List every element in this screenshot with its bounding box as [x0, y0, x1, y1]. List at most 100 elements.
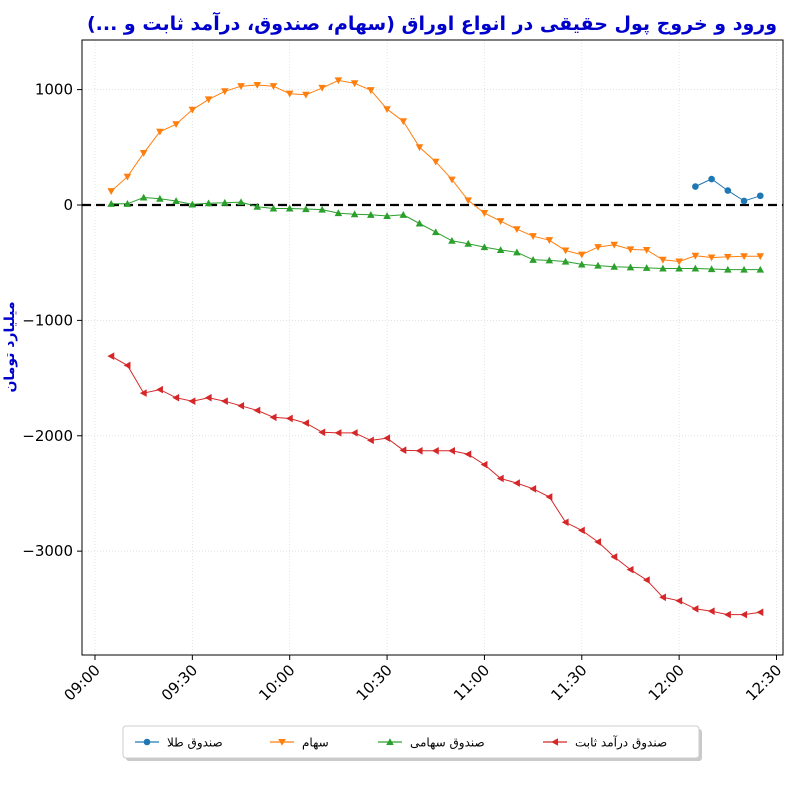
- series-line: [110, 355, 761, 616]
- data-point: [269, 83, 278, 90]
- data-point: [156, 194, 164, 202]
- data-point: [513, 248, 521, 256]
- legend-swatch-marker: [278, 738, 286, 746]
- data-point: [610, 262, 619, 270]
- series-3: [107, 352, 764, 619]
- x-tick-label: 12:30: [742, 661, 785, 704]
- data-point: [594, 538, 602, 546]
- series-1: [107, 77, 765, 266]
- data-point: [318, 84, 326, 92]
- legend-label: صندوق درآمد ثابت: [575, 735, 667, 751]
- y-axis: 1000 0 −1000 −2000 −3000: [22, 81, 82, 560]
- data-point: [188, 397, 196, 405]
- data-point: [172, 393, 180, 402]
- data-point: [675, 264, 683, 272]
- data-point: [707, 265, 716, 273]
- data-point: [285, 90, 294, 98]
- data-point: [107, 352, 115, 360]
- data-point: [561, 257, 570, 265]
- data-point: [577, 260, 586, 268]
- data-point: [431, 158, 440, 166]
- data-point: [350, 429, 358, 437]
- data-point: [561, 518, 569, 527]
- legend: صندوق طلا سهام صندوق سهامی صندوق درآمد ثابت: [122, 725, 702, 761]
- x-tick-label: 09:00: [61, 661, 104, 704]
- data-point: [496, 246, 505, 254]
- data-point: [691, 605, 699, 613]
- data-point: [610, 553, 618, 561]
- data-point: [659, 264, 667, 272]
- data-point: [626, 263, 635, 271]
- legend-label: سهام: [302, 736, 329, 750]
- data-point: [415, 144, 424, 152]
- data-point: [659, 256, 667, 264]
- data-point: [594, 261, 602, 269]
- data-point: [334, 429, 342, 437]
- data-point: [480, 210, 489, 217]
- y-axis-label: میلیارد تومان: [2, 301, 18, 392]
- data-point: [756, 265, 765, 273]
- legend-label: صندوق سهامی: [410, 736, 485, 751]
- data-point: [740, 253, 748, 261]
- data-point: [285, 204, 294, 212]
- data-point: [220, 198, 229, 206]
- data-point: [594, 244, 602, 251]
- data-point: [204, 393, 212, 402]
- x-tick-label: 11:30: [547, 661, 590, 704]
- data-point: [480, 243, 489, 251]
- data-point: [139, 150, 148, 157]
- data-point: [107, 188, 116, 195]
- data-point: [399, 446, 407, 454]
- legend-entry: سهام: [270, 736, 329, 750]
- data-point: [675, 258, 683, 266]
- data-point: [756, 608, 764, 617]
- data-point: [220, 88, 229, 96]
- legend-box: [122, 725, 700, 759]
- data-point: [204, 199, 213, 207]
- data-point: [139, 193, 148, 201]
- data-point: [350, 80, 359, 88]
- data-point: [188, 106, 197, 114]
- data-point: [220, 397, 228, 405]
- data-point: [707, 607, 715, 615]
- chart-title: ورود و خروج پول حقیقی در انواع اوراق (سه…: [87, 11, 777, 35]
- data-point: [577, 251, 586, 259]
- data-point: [172, 121, 180, 129]
- data-point: [334, 77, 343, 85]
- data-point: [431, 446, 439, 455]
- data-point: [626, 246, 635, 254]
- data-point: [172, 197, 180, 205]
- y-tick-label: 1000: [35, 81, 73, 99]
- data-point: [708, 175, 715, 183]
- y-tick-label: 0: [63, 196, 73, 214]
- series-2: [107, 193, 765, 273]
- data-point: [740, 265, 748, 273]
- legend-swatch-marker: [551, 738, 559, 746]
- grid: [82, 40, 783, 655]
- data-point: [383, 212, 391, 220]
- data-point: [724, 187, 732, 194]
- data-point: [707, 254, 716, 262]
- data-point: [285, 414, 293, 423]
- x-tick-label: 11:00: [450, 661, 493, 704]
- legend-label: صندوق طلا: [167, 736, 223, 751]
- data-point: [253, 202, 262, 210]
- data-point: [448, 176, 456, 184]
- data-point: [431, 228, 440, 236]
- data-point: [496, 474, 504, 483]
- data-point: [448, 446, 456, 455]
- data-point: [642, 264, 651, 271]
- series-layer: [107, 77, 765, 619]
- data-point: [448, 236, 456, 244]
- data-point: [188, 200, 197, 208]
- data-point: [545, 237, 554, 244]
- data-point: [756, 253, 765, 261]
- legend-entry: صندوق درآمد ثابت: [543, 735, 667, 751]
- data-point: [724, 610, 731, 619]
- data-point: [642, 246, 651, 254]
- data-point: [545, 256, 554, 264]
- data-point: [756, 192, 764, 200]
- data-point: [626, 565, 634, 574]
- series-0: [692, 175, 764, 205]
